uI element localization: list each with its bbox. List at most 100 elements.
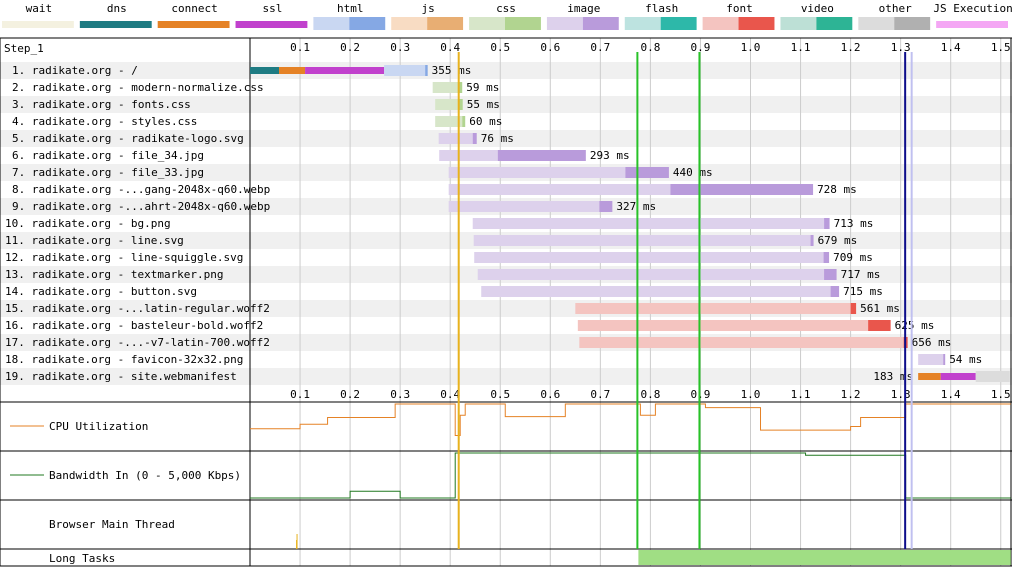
phase-connect	[918, 373, 941, 380]
request-label: 7. radikate.org - file_33.jpg	[12, 166, 204, 179]
request-bar-wait	[474, 252, 824, 263]
request-duration-label: 55 ms	[467, 98, 500, 111]
request-duration-label: 355 ms	[432, 64, 472, 77]
legend-swatch	[624, 17, 661, 30]
request-bar-download	[459, 99, 463, 110]
legend-label-html: html	[337, 2, 364, 15]
request-label: 19. radikate.org - site.webmanifest	[5, 370, 237, 383]
x-tick-label-bottom: 0.2	[340, 388, 360, 401]
legend-label-ssl: ssl	[263, 2, 283, 15]
x-tick-label-top: 0.3	[390, 41, 410, 54]
legend-label-connect: connect	[171, 2, 217, 15]
request-bar-wait	[384, 65, 426, 76]
legend-swatch	[894, 17, 931, 30]
request-bar-download	[625, 167, 669, 178]
request-label: 8. radikate.org -...gang-2048x-q60.webp	[12, 183, 270, 196]
time-axes: 0.1 0.1 0.2 0.2 0.3 0.3 0.4 0.4 0.5 0.5 0.6 0.6 0.7 0…	[0, 37, 1012, 566]
request-label: 14. radikate.org - button.svg	[5, 285, 197, 298]
request-duration-label: 440 ms	[673, 166, 713, 179]
x-tick-label-bottom: 0.1	[290, 388, 310, 401]
request-duration-label: 60 ms	[469, 115, 502, 128]
request-bar-download	[824, 218, 830, 229]
request-bar-wait	[579, 337, 904, 348]
legend-swatch	[660, 17, 697, 30]
long-tasks-label: Long Tasks	[49, 552, 115, 565]
request-bar-wait	[438, 133, 473, 144]
request-bar-wait	[477, 269, 825, 280]
x-tick-label-bottom: 1.2	[841, 388, 861, 401]
phase-connect	[279, 67, 306, 74]
legend-swatch	[702, 17, 739, 30]
legend-label-wait: wait	[26, 2, 53, 15]
legend-swatch	[79, 21, 152, 28]
request-duration-label: 709 ms	[833, 251, 873, 264]
request-duration-label: 679 ms	[818, 234, 858, 247]
request-label: 6. radikate.org - file_34.jpg	[12, 149, 204, 162]
x-tick-label-top: 1.4	[941, 41, 961, 54]
request-bar-download	[824, 269, 837, 280]
request-label: 12. radikate.org - line-squiggle.svg	[5, 251, 243, 264]
request-duration-label: 76 ms	[481, 132, 514, 145]
x-tick-label-top: 1.2	[841, 41, 861, 54]
request-bar-download	[830, 286, 840, 297]
legend-swatch	[391, 17, 428, 30]
event-markers	[457, 52, 913, 549]
x-tick-label-top: 0.4	[440, 41, 460, 54]
x-tick-label-bottom: 0.6	[540, 388, 560, 401]
legend-swatch	[936, 21, 1008, 28]
request-label: 18. radikate.org - favicon-32x32.png	[5, 353, 243, 366]
phase-ssl	[940, 373, 976, 380]
request-label: 15. radikate.org -...latin-regular.woff2	[5, 302, 270, 315]
request-bar-download	[472, 133, 477, 144]
cpu-series-line	[250, 403, 1011, 436]
request-duration-label: 625 ms	[895, 319, 935, 332]
x-tick-label-top: 0.8	[640, 41, 660, 54]
x-tick-label-top: 0.1	[290, 41, 310, 54]
legend-swatch	[235, 21, 308, 28]
request-bar-download	[497, 150, 586, 161]
request-duration-label: 713 ms	[834, 217, 874, 230]
cpu-label: CPU Utilization	[49, 420, 148, 433]
request-duration-label: 717 ms	[841, 268, 881, 281]
legend-swatch	[546, 17, 583, 30]
legend-label-other: other	[879, 2, 912, 15]
x-tick-label-bottom: 0.4	[440, 388, 460, 401]
request-bar-wait	[448, 184, 671, 195]
legend-swatch	[349, 17, 386, 30]
bandwidth-label: Bandwidth In (0 - 5,000 Kbps)	[49, 469, 241, 482]
x-tick-label-bottom: 1.3	[891, 388, 911, 401]
legend-swatch	[2, 21, 74, 28]
x-tick-label-top: 0.7	[590, 41, 610, 54]
request-bar-wait	[975, 371, 1010, 382]
legend: wait dns connect ssl html js css image flash font…	[2, 2, 1012, 30]
row-band	[0, 130, 1012, 147]
bandwidth-series-line	[250, 452, 1011, 499]
legend-label-video: video	[801, 2, 834, 15]
x-tick-label-bottom: 1.4	[941, 388, 961, 401]
x-tick-label-top: 1.1	[791, 41, 811, 54]
request-label: 3. radikate.org - fonts.css	[12, 98, 191, 111]
request-label: 4. radikate.org - styles.css	[12, 115, 197, 128]
legend-label-js: js	[422, 2, 435, 15]
request-label: 11. radikate.org - line.svg	[5, 234, 184, 247]
x-tick-label-bottom: 0.9	[691, 388, 711, 401]
request-bar-wait	[448, 167, 626, 178]
request-label: 17. radikate.org -...-v7-latin-700.woff2	[5, 336, 270, 349]
request-label: 13. radikate.org - textmarker.png	[5, 268, 224, 281]
request-bar-wait	[472, 218, 825, 229]
x-tick-label-top: 1.0	[741, 41, 761, 54]
request-duration-label: 715 ms	[843, 285, 883, 298]
request-label: 10. radikate.org - bg.png	[5, 217, 171, 230]
request-duration-label: 59 ms	[466, 81, 499, 94]
legend-swatch	[313, 17, 350, 30]
x-tick-label-top: 0.9	[691, 41, 711, 54]
legend-swatch	[157, 21, 230, 28]
metric-panels: CPU Utilization Bandwidth In (0 - 5,000 K…	[0, 403, 1012, 567]
phase-ssl	[305, 67, 385, 74]
legend-label-dns: dns	[107, 2, 127, 15]
legend-swatch	[582, 17, 619, 30]
legend-swatch	[780, 17, 817, 30]
request-bar-download	[599, 201, 613, 212]
request-bar-download	[810, 235, 814, 246]
legend-swatch	[427, 17, 464, 30]
